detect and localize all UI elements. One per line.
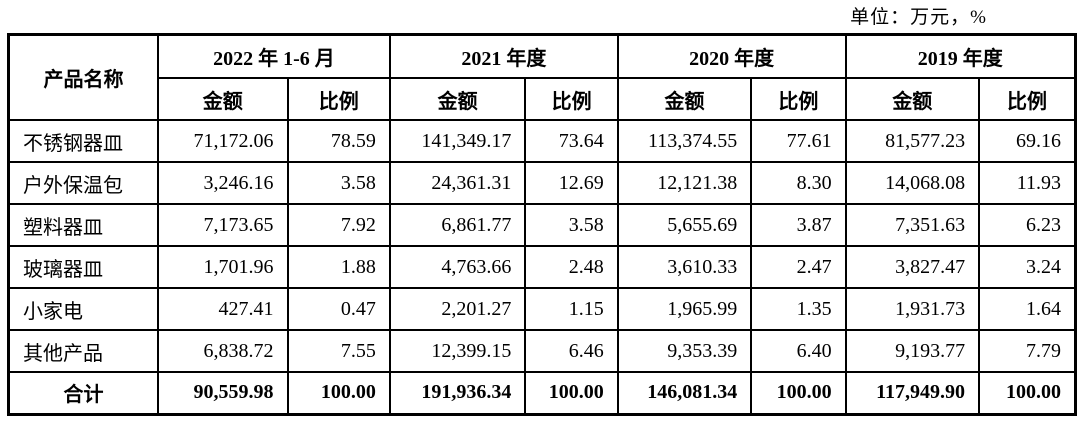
- ratio-cell: 3.58: [286, 161, 391, 205]
- total-row: 合计 90,559.98 100.00 191,936.34 100.00 14…: [7, 371, 1077, 415]
- period-header-2022h1: 2022 年 1-6 月: [157, 33, 391, 79]
- product-revenue-table: 产品名称 2022 年 1-6 月 2021 年度 2020 年度 2019 年…: [7, 33, 1077, 416]
- product-name-cell: 其他产品: [7, 329, 160, 373]
- amount-cell: 71,172.06: [157, 119, 289, 163]
- amount-header-2021: 金额: [388, 77, 527, 121]
- amount-cell: 141,349.17: [388, 119, 527, 163]
- ratio-cell: 69.16: [978, 119, 1077, 163]
- ratio-header-2020: 比例: [750, 77, 847, 121]
- table-row-small-appliances: 小家电 427.41 0.47 2,201.27 1.15 1,965.99 1…: [7, 287, 1077, 331]
- total-amount-cell: 90,559.98: [157, 371, 289, 415]
- ratio-cell: 1.88: [286, 245, 391, 289]
- table-row-plastic-ware: 塑料器皿 7,173.65 7.92 6,861.77 3.58 5,655.6…: [7, 203, 1077, 247]
- amount-cell: 113,374.55: [616, 119, 753, 163]
- ratio-cell: 77.61: [750, 119, 847, 163]
- ratio-cell: 6.40: [750, 329, 847, 373]
- amount-cell: 3,827.47: [844, 245, 981, 289]
- ratio-header-2021: 比例: [524, 77, 619, 121]
- amount-cell: 5,655.69: [616, 203, 753, 247]
- amount-header-2019: 金额: [844, 77, 981, 121]
- table-row-other-products: 其他产品 6,838.72 7.55 12,399.15 6.46 9,353.…: [7, 329, 1077, 373]
- amount-cell: 14,068.08: [844, 161, 981, 205]
- amount-cell: 3,246.16: [157, 161, 289, 205]
- product-name-header: 产品名称: [7, 33, 160, 121]
- ratio-cell: 78.59: [286, 119, 391, 163]
- total-amount-cell: 191,936.34: [388, 371, 527, 415]
- period-header-2019: 2019 年度: [844, 33, 1077, 79]
- ratio-cell: 12.69: [524, 161, 619, 205]
- ratio-header-2022h1: 比例: [286, 77, 391, 121]
- amount-cell: 2,201.27: [388, 287, 527, 331]
- amount-cell: 1,931.73: [844, 287, 981, 331]
- ratio-cell: 73.64: [524, 119, 619, 163]
- product-name-cell: 玻璃器皿: [7, 245, 160, 289]
- unit-label: 单位：万元，%: [850, 7, 987, 28]
- ratio-cell: 1.64: [978, 287, 1077, 331]
- amount-cell: 12,121.38: [616, 161, 753, 205]
- total-amount-cell: 117,949.90: [844, 371, 981, 415]
- ratio-header-2019: 比例: [978, 77, 1077, 121]
- product-name-cell: 塑料器皿: [7, 203, 160, 247]
- ratio-cell: 6.46: [524, 329, 619, 373]
- product-name-cell: 不锈钢器皿: [7, 119, 160, 163]
- ratio-cell: 6.23: [978, 203, 1077, 247]
- ratio-cell: 3.87: [750, 203, 847, 247]
- table-row-glass-ware: 玻璃器皿 1,701.96 1.88 4,763.66 2.48 3,610.3…: [7, 245, 1077, 289]
- total-ratio-cell: 100.00: [524, 371, 619, 415]
- ratio-cell: 8.30: [750, 161, 847, 205]
- amount-cell: 427.41: [157, 287, 289, 331]
- amount-cell: 6,838.72: [157, 329, 289, 373]
- ratio-cell: 1.35: [750, 287, 847, 331]
- ratio-cell: 2.47: [750, 245, 847, 289]
- product-name-cell: 小家电: [7, 287, 160, 331]
- amount-cell: 6,861.77: [388, 203, 527, 247]
- table-row-outdoor-cooler-bag: 户外保温包 3,246.16 3.58 24,361.31 12.69 12,1…: [7, 161, 1077, 205]
- ratio-cell: 7.55: [286, 329, 391, 373]
- ratio-cell: 3.58: [524, 203, 619, 247]
- total-amount-cell: 146,081.34: [616, 371, 753, 415]
- product-name-cell: 户外保温包: [7, 161, 160, 205]
- ratio-cell: 0.47: [286, 287, 391, 331]
- period-header-2021: 2021 年度: [388, 33, 619, 79]
- amount-cell: 4,763.66: [388, 245, 527, 289]
- amount-cell: 3,610.33: [616, 245, 753, 289]
- header-row-subcolumns: 金额 比例 金额 比例 金额 比例 金额 比例: [9, 77, 1077, 121]
- ratio-cell: 11.93: [978, 161, 1077, 205]
- amount-cell: 1,701.96: [157, 245, 289, 289]
- ratio-cell: 7.79: [978, 329, 1077, 373]
- amount-cell: 24,361.31: [388, 161, 527, 205]
- total-ratio-cell: 100.00: [286, 371, 391, 415]
- ratio-cell: 1.15: [524, 287, 619, 331]
- amount-cell: 7,351.63: [844, 203, 981, 247]
- total-ratio-cell: 100.00: [750, 371, 847, 415]
- ratio-cell: 2.48: [524, 245, 619, 289]
- total-ratio-cell: 100.00: [978, 371, 1077, 415]
- table-row-stainless-steel: 不锈钢器皿 71,172.06 78.59 141,349.17 73.64 1…: [7, 119, 1077, 163]
- amount-cell: 1,965.99: [616, 287, 753, 331]
- amount-cell: 9,193.77: [844, 329, 981, 373]
- period-header-2020: 2020 年度: [616, 33, 847, 79]
- ratio-cell: 7.92: [286, 203, 391, 247]
- header-row-periods: 产品名称 2022 年 1-6 月 2021 年度 2020 年度 2019 年…: [7, 33, 1077, 121]
- ratio-cell: 3.24: [978, 245, 1077, 289]
- amount-cell: 7,173.65: [157, 203, 289, 247]
- amount-cell: 81,577.23: [844, 119, 981, 163]
- amount-header-2020: 金额: [616, 77, 753, 121]
- amount-cell: 12,399.15: [388, 329, 527, 373]
- total-label-cell: 合计: [7, 371, 160, 415]
- amount-cell: 9,353.39: [616, 329, 753, 373]
- amount-header-2022h1: 金额: [157, 77, 289, 121]
